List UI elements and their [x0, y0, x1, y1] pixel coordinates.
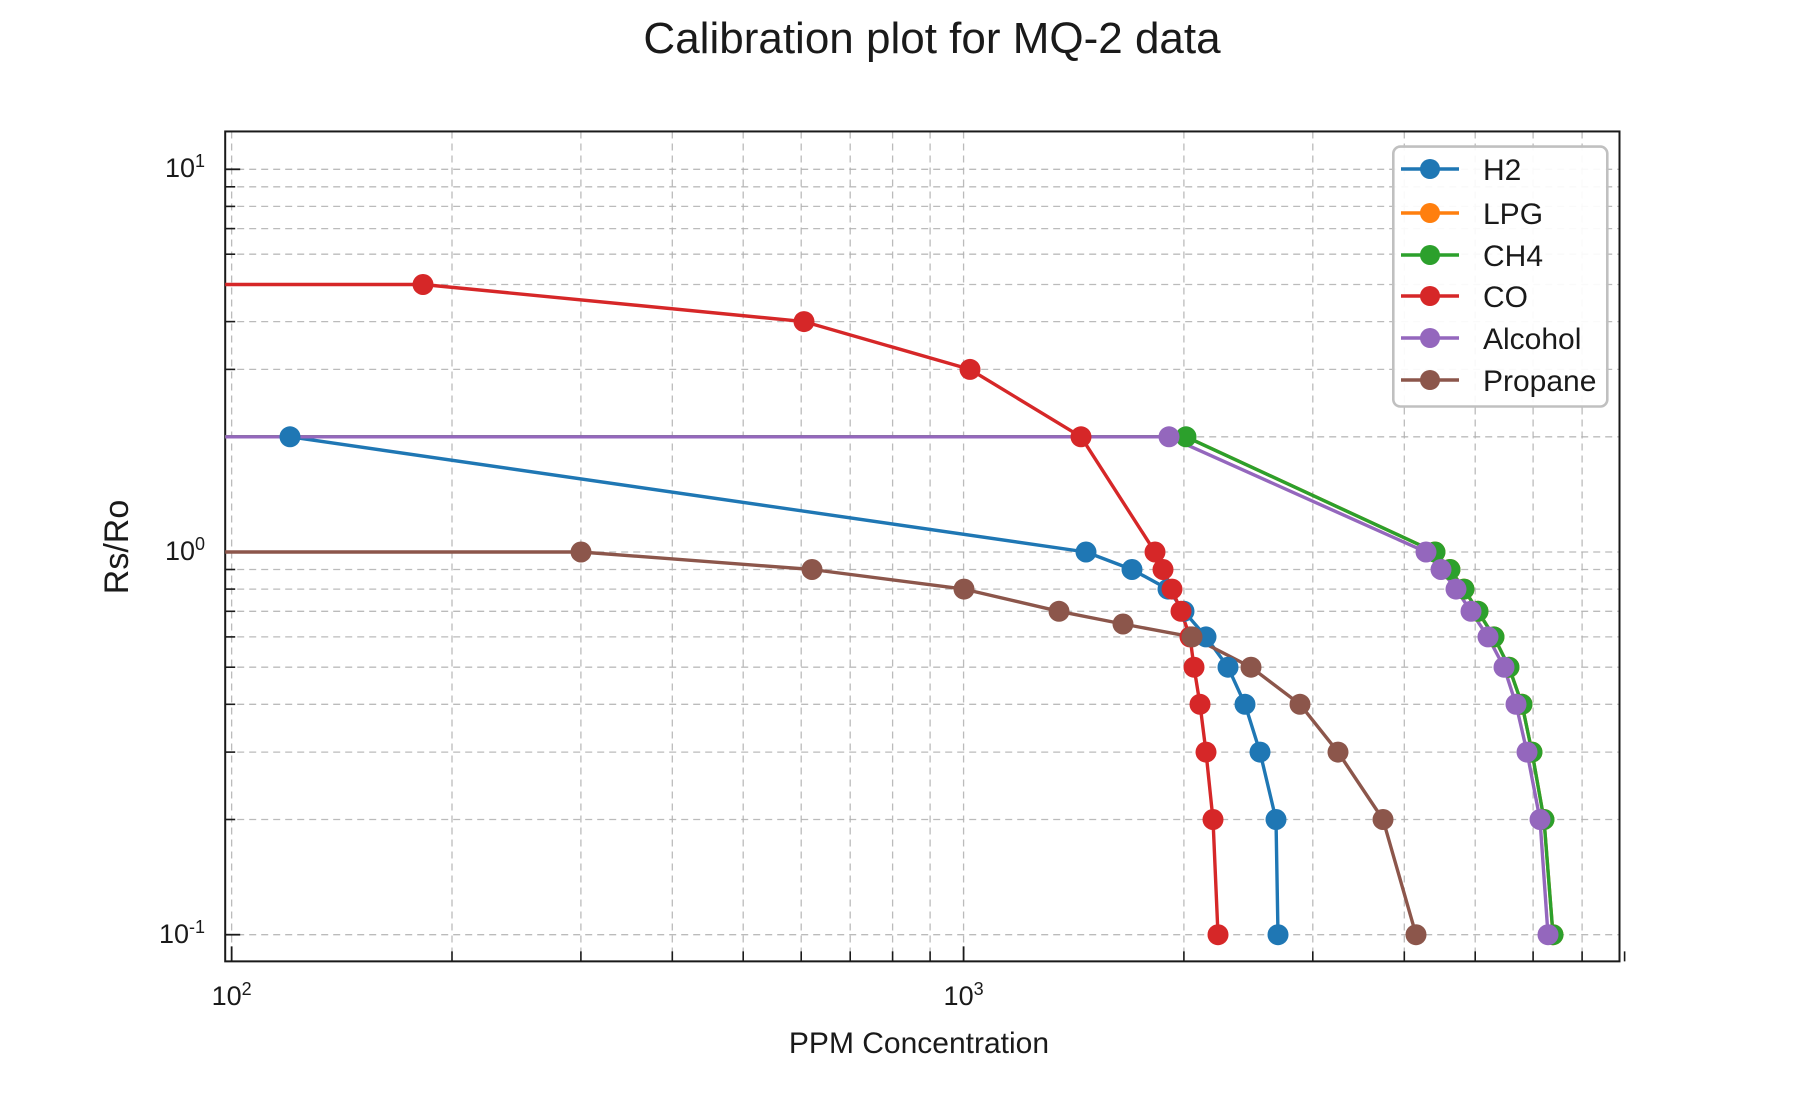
svg-text:LPG: LPG: [1483, 198, 1543, 231]
svg-text:PPM Concentration: PPM Concentration: [789, 1027, 1049, 1060]
svg-text:CO: CO: [1483, 281, 1528, 314]
svg-text:Propane: Propane: [1483, 365, 1596, 398]
svg-text:Alcohol: Alcohol: [1483, 323, 1581, 356]
svg-text:Calibration plot for MQ-2 data: Calibration plot for MQ-2 data: [643, 14, 1221, 63]
svg-text:H2: H2: [1483, 154, 1521, 187]
svg-text:CH4: CH4: [1483, 240, 1543, 273]
svg-text:Rs/Ro: Rs/Ro: [98, 500, 136, 594]
